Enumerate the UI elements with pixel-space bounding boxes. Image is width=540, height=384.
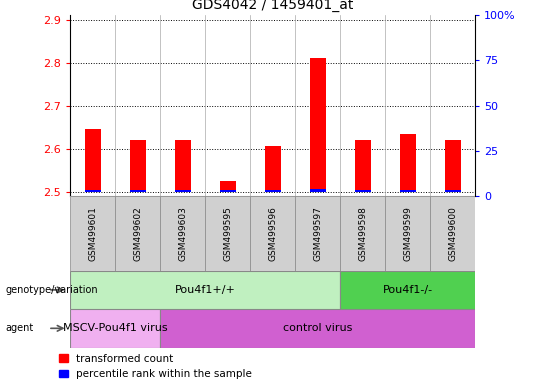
Bar (220, 190, 235, 192)
Bar (445, 140, 461, 192)
Text: genotype/variation: genotype/variation (5, 285, 98, 295)
Text: GSM499599: GSM499599 (403, 206, 412, 261)
Bar (430, 196, 475, 271)
Text: GSM499600: GSM499600 (448, 206, 457, 261)
Text: GSM499596: GSM499596 (268, 206, 277, 261)
Bar (355, 190, 370, 192)
Bar (70, 309, 160, 348)
Bar (340, 196, 385, 271)
Bar (220, 181, 235, 192)
Bar (385, 196, 430, 271)
Bar (115, 196, 160, 271)
Bar (250, 196, 295, 271)
Bar (265, 190, 281, 192)
Text: GSM499597: GSM499597 (313, 206, 322, 261)
Bar (85, 190, 100, 192)
Text: GSM499595: GSM499595 (223, 206, 232, 261)
Bar (400, 134, 416, 192)
Bar (445, 190, 461, 192)
Text: GSM499601: GSM499601 (88, 206, 97, 261)
Bar (175, 190, 191, 192)
Text: GSM499603: GSM499603 (178, 206, 187, 261)
Legend: transformed count, percentile rank within the sample: transformed count, percentile rank withi… (59, 354, 252, 379)
Bar (310, 58, 326, 192)
Text: GSM499602: GSM499602 (133, 206, 142, 261)
Bar (400, 190, 416, 192)
Title: GDS4042 / 1459401_at: GDS4042 / 1459401_at (192, 0, 353, 12)
Bar (70, 196, 115, 271)
Text: Pou4f1-/-: Pou4f1-/- (383, 285, 433, 295)
Text: Pou4f1+/+: Pou4f1+/+ (175, 285, 235, 295)
Bar (70, 271, 340, 309)
Bar (160, 196, 205, 271)
Text: control virus: control virus (283, 323, 353, 333)
Text: MSCV-Pou4f1 virus: MSCV-Pou4f1 virus (63, 323, 167, 333)
Bar (130, 140, 146, 192)
Bar (205, 196, 250, 271)
Text: agent: agent (5, 323, 33, 333)
Bar (340, 271, 475, 309)
Text: GSM499598: GSM499598 (358, 206, 367, 261)
Bar (85, 129, 100, 192)
Bar (310, 189, 326, 192)
Bar (265, 146, 281, 192)
Bar (130, 190, 146, 192)
Bar (160, 309, 475, 348)
Bar (295, 196, 340, 271)
Bar (175, 140, 191, 192)
Bar (355, 140, 370, 192)
